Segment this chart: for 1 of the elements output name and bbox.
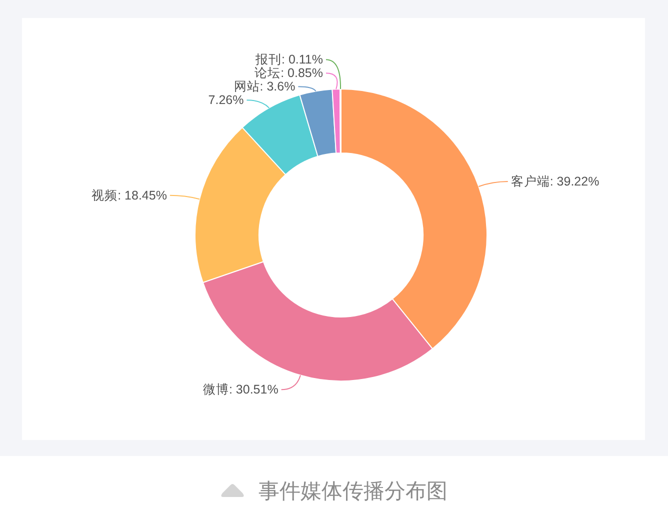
caption: 事件媒体传播分布图 xyxy=(258,479,448,503)
